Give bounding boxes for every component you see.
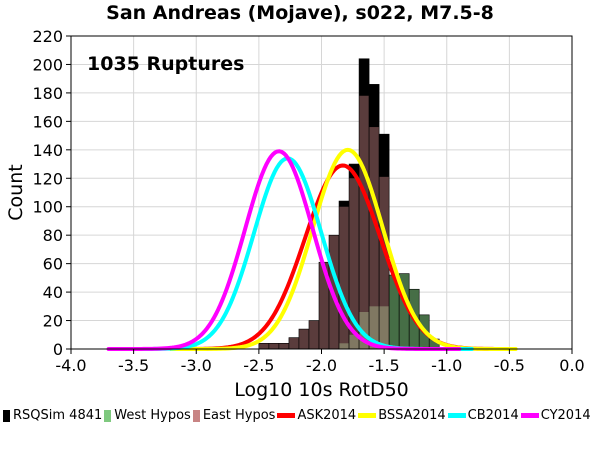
y-tick-label: 40 [43,283,63,302]
histogram-bar-west [399,273,410,349]
legend-entry: ASK2014 [277,405,356,427]
y-tick-label: 0 [53,340,63,359]
histogram-bar-east [288,337,299,349]
x-tick-label: -3.5 [118,356,149,375]
legend-label: BSSA2014 [378,408,446,423]
y-tick-label: 120 [32,169,63,188]
x-axis-label: Log10 10s RotD50 [234,379,409,401]
legend-line-swatch [447,413,466,418]
y-tick-label: 160 [32,112,63,131]
legend-box-swatch [192,409,200,422]
histogram-bar-total [288,337,299,349]
histogram-bar-east [278,343,289,349]
x-tick-label: -1.0 [431,356,462,375]
histogram-bar-total [318,262,330,349]
legend-entry: CY2014 [520,405,591,427]
histogram-bar-west [359,312,370,349]
x-tick-label: 0.0 [559,356,584,375]
legend-box-swatch [104,409,112,422]
legend-label: West Hypos [114,408,191,423]
y-tick-label: 180 [32,84,63,103]
legend-line-swatch [520,413,539,418]
x-tick-label: -0.5 [494,356,525,375]
y-tick-label: 220 [32,27,63,46]
legend-label: RSQSim 4841 [13,408,103,423]
histogram-bar-total [339,201,350,349]
x-tick-label: -3.0 [181,356,212,375]
y-tick-label: 140 [32,141,63,160]
x-tick-label: -1.5 [369,356,400,375]
x-tick-label: -2.5 [243,356,274,375]
histogram-bar-total [308,320,319,349]
y-tick-label: 20 [43,312,63,331]
y-tick-label: 200 [32,55,63,74]
histogram-bar-east [258,343,269,349]
x-tick-label: -2.0 [306,356,337,375]
histogram-bar-total [278,343,289,349]
histogram-bar-total [268,343,279,349]
histogram-bar-west [429,339,440,349]
legend-entry: CB2014 [447,405,519,427]
y-axis-label: Count [5,164,27,220]
histogram-bar-total [258,343,269,349]
histogram-bar-east [318,262,330,349]
legend-label: East Hypos [202,408,276,423]
legend-line-swatch [358,413,377,418]
chart-title: San Andreas (Mojave), s022, M7.5-8 [106,2,494,24]
histogram-bar-east [298,329,309,349]
histogram-bar-west [349,334,360,349]
histogram-bar-east [369,127,380,350]
legend: RSQSim 4841 West Hypos East Hypos ASK2014 BS… [3,405,597,427]
histogram-bar-total [359,58,370,349]
legend-entry: BSSA2014 [358,405,446,427]
legend-label: ASK2014 [297,408,357,423]
histogram-bar-west [369,306,380,349]
histogram-bar-east [359,95,370,349]
legend-box-swatch [3,409,10,422]
histogram-bar-total [379,134,390,349]
rupture-count-annotation: 1035 Ruptures [87,53,244,75]
y-tick-label: 60 [43,255,63,274]
histogram-bar-west [379,306,390,349]
histogram-bar-east [308,320,319,349]
y-tick-label: 100 [32,198,63,217]
legend-label: CB2014 [467,408,519,423]
histogram-bar-east [339,206,350,349]
legend-entry: East Hypos [192,405,276,427]
histogram-bar-west [339,343,350,349]
histogram-bar-total [349,164,360,349]
legend-entry: West Hypos [104,405,191,427]
legend-label: CY2014 [540,408,591,423]
x-tick-label: -4.0 [55,356,86,375]
legend-entry: RSQSim 4841 [3,405,102,427]
y-tick-label: 80 [43,226,63,245]
histogram-bar-east [268,343,279,349]
histogram-bar-east [379,176,390,349]
histogram-bar-west [389,275,400,349]
histogram-bar-east [349,178,360,349]
histogram-bar-total [298,329,309,349]
legend-line-swatch [277,413,296,418]
